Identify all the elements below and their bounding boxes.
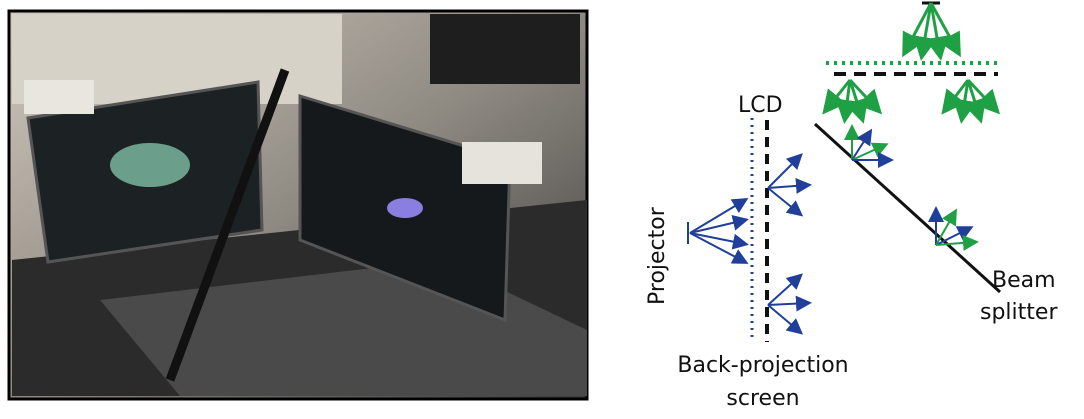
splitter-rays <box>852 128 975 245</box>
lcd-rays <box>768 156 808 332</box>
screen-label: Back-projection <box>677 353 848 378</box>
beam-splitter-label: splitter <box>980 300 1058 325</box>
screen-label: screen <box>726 386 799 411</box>
projector-rays <box>688 200 745 262</box>
projector-label: Projector <box>645 206 670 305</box>
lcd-label: LCD <box>738 93 783 118</box>
photo <box>9 11 587 399</box>
figure: LCD Projector Beam splitter Back-project… <box>0 0 1084 419</box>
diagram <box>688 3 1000 342</box>
beam-splitter <box>815 124 1000 292</box>
beam-splitter-label: Beam <box>992 268 1056 293</box>
top-rays <box>826 3 996 118</box>
